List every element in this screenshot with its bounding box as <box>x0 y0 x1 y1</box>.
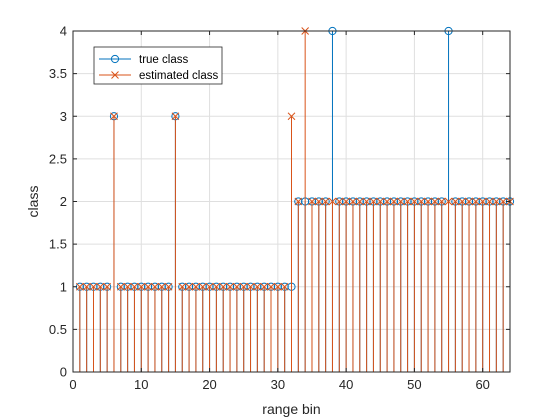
estimated-class-marker <box>205 282 214 291</box>
y-tick-label: 0.5 <box>49 322 67 337</box>
legend-box <box>93 46 223 85</box>
x-axis-label: range bin <box>262 401 320 417</box>
estimated-class-marker <box>157 282 166 291</box>
estimated-class-marker <box>123 282 132 291</box>
estimated-class-marker <box>287 112 296 121</box>
estimated-class-marker <box>246 282 255 291</box>
estimated-class-marker <box>137 282 146 291</box>
estimated-class-marker <box>390 197 398 206</box>
y-tick-label: 3 <box>60 109 67 124</box>
legend-entry-estimated-class: estimated class <box>99 70 219 82</box>
estimated-class-marker <box>499 197 508 206</box>
estimated-class-marker <box>437 197 446 206</box>
estimated-class-marker <box>226 282 234 291</box>
x-tick-label: 10 <box>134 377 148 392</box>
estimated-class-marker <box>396 197 405 206</box>
estimated-class-marker <box>424 197 432 206</box>
estimated-class-marker <box>335 197 344 206</box>
estimated-class-marker <box>260 282 269 291</box>
estimated-class-marker <box>89 282 98 291</box>
y-tick-label: 2 <box>60 194 67 209</box>
estimated-class-marker <box>492 197 501 206</box>
estimated-class-marker <box>451 197 460 206</box>
estimated-class-marker <box>355 197 364 206</box>
estimated-class-marker <box>178 282 187 291</box>
x-tick-labels: 0 10 20 30 40 50 60 <box>69 377 490 392</box>
estimated-class-marker <box>96 282 105 291</box>
estimated-class-series <box>75 27 514 372</box>
estimated-class-marker <box>198 282 207 291</box>
estimated-class-marker <box>417 197 426 206</box>
estimated-class-marker <box>342 197 350 206</box>
estimated-class-marker <box>116 282 125 291</box>
y-tick-label: 0 <box>60 365 67 380</box>
tick-marks <box>72 30 510 373</box>
legend-marker-x <box>111 71 119 79</box>
x-tick-label: 0 <box>69 377 76 392</box>
y-tick-label: 3.5 <box>49 66 67 81</box>
estimated-class-marker <box>219 282 228 291</box>
estimated-class-marker <box>273 282 282 291</box>
y-tick-label: 1 <box>60 279 67 294</box>
y-tick-label: 4 <box>60 24 67 39</box>
estimated-class-marker <box>314 197 323 206</box>
estimated-class-marker <box>130 282 139 291</box>
estimated-class-marker <box>82 282 91 291</box>
estimated-class-marker <box>110 112 118 121</box>
x-tick-label: 50 <box>407 377 421 392</box>
legend-label-estimated-class: estimated class <box>139 70 219 82</box>
estimated-class-marker <box>369 197 378 206</box>
estimated-class-marker <box>349 197 357 206</box>
x-tick-label: 60 <box>475 377 489 392</box>
estimated-class-marker <box>465 197 473 206</box>
estimated-class-marker <box>403 197 412 206</box>
estimated-class-marker <box>233 282 241 291</box>
estimated-class-marker <box>444 197 453 206</box>
estimated-class-marker <box>485 197 494 206</box>
estimated-class-marker <box>321 197 330 206</box>
estimated-class-marker <box>239 282 248 291</box>
x-tick-label: 40 <box>339 377 353 392</box>
estimated-class-marker <box>171 112 180 121</box>
estimated-class-marker <box>144 282 152 291</box>
estimated-class-marker <box>431 197 439 206</box>
estimated-class-marker <box>478 197 487 206</box>
y-axis-label: class <box>25 186 41 218</box>
estimated-class-marker <box>383 197 391 206</box>
y-tick-label: 1.5 <box>49 237 67 252</box>
estimated-class-marker <box>185 282 193 291</box>
y-tick-label: 2.5 <box>49 151 67 166</box>
estimated-class-marker <box>103 282 111 291</box>
estimated-class-marker <box>362 197 371 206</box>
estimated-class-marker <box>294 197 303 206</box>
estimated-class-marker <box>280 282 289 291</box>
estimated-class-marker <box>328 197 337 206</box>
legend-marker-circle <box>110 54 120 64</box>
legend-label-true-class: true class <box>139 54 188 66</box>
estimated-class-marker <box>253 282 262 291</box>
estimated-class-marker <box>151 282 159 291</box>
estimated-class-marker <box>192 282 200 291</box>
legend: true class estimated class <box>93 46 223 85</box>
legend-entry-true-class: true class <box>99 54 188 66</box>
x-tick-label: 30 <box>271 377 285 392</box>
estimated-class-marker <box>164 282 173 291</box>
estimated-class-marker <box>410 197 419 206</box>
estimated-class-marker <box>308 197 316 206</box>
y-tick-labels: 0 0.5 1 1.5 2 2.5 3 3.5 4 <box>49 24 67 380</box>
estimated-class-marker <box>212 282 221 291</box>
estimated-class-marker <box>458 197 467 206</box>
estimated-class-marker <box>472 197 480 206</box>
estimated-class-marker <box>75 282 84 291</box>
estimated-class-marker <box>267 282 275 291</box>
x-tick-label: 20 <box>202 377 216 392</box>
estimated-class-marker <box>376 197 385 206</box>
